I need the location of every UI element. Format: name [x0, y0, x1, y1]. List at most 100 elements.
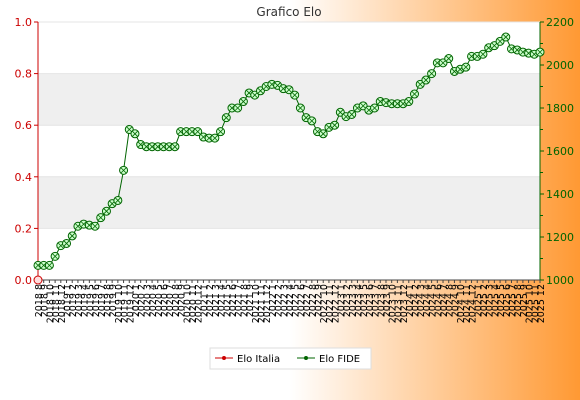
- x-tick-label: 2020 4: [148, 284, 159, 317]
- elo-fide-point-cross: [303, 114, 309, 121]
- elo-fide-point-cross: [348, 111, 355, 118]
- x-tick-label: 2019 8: [102, 284, 113, 317]
- elo-fide-point-cross: [194, 128, 201, 135]
- x-tick-label: 2021 8: [239, 284, 250, 317]
- left-tick-label: 0.0: [15, 274, 33, 287]
- elo-fide-point-cross: [508, 46, 515, 52]
- x-tick-label: 2021 1: [199, 284, 210, 317]
- x-tick-label: 2021 9: [245, 284, 256, 317]
- legend-italia-label: Elo Italia: [237, 354, 280, 365]
- right-axis-ticks: 1000 1200 1400 1600 1800 2000 2200: [540, 16, 574, 287]
- elo-fide-point-cross: [240, 98, 247, 105]
- x-tick-label: 2024 1: [405, 284, 416, 317]
- left-tick-label: 1.0: [15, 16, 33, 29]
- elo-fide-point-cross: [502, 34, 509, 40]
- x-tick-label: 2019 2: [68, 284, 79, 317]
- x-tick-label: 2025 10: [525, 284, 536, 323]
- left-tick-label: 0.2: [15, 222, 33, 235]
- elo-fide-point-cross: [360, 103, 366, 109]
- elo-fide-point-cross: [280, 85, 287, 92]
- legend-fide-label: Elo FIDE: [319, 354, 360, 365]
- x-tick-label: 2023 9: [382, 284, 393, 317]
- x-tick-label: 2025 8: [513, 284, 524, 317]
- elo-fide-point-cross: [92, 223, 98, 230]
- x-tick-label: 2020 10: [182, 284, 193, 323]
- elo-fide-point-cross: [172, 143, 178, 150]
- x-tick-label: 2025 9: [519, 284, 530, 317]
- elo-fide-point-cross: [371, 105, 378, 111]
- x-tick-label: 2020 5: [154, 284, 165, 317]
- x-tick-label: 2024 4: [422, 284, 433, 317]
- x-tick-label: 2020 8: [171, 284, 182, 317]
- elo-fide-point-cross: [269, 81, 275, 88]
- chart-title: Grafico Elo: [256, 5, 321, 19]
- x-tick-label: 2019 1: [63, 284, 74, 317]
- x-tick-label: 2020 9: [177, 284, 188, 317]
- x-tick-label: 2025 2: [479, 284, 490, 317]
- x-tick-label: 2018 8: [34, 284, 45, 317]
- series-elo-italia: [33, 275, 43, 285]
- elo-fide-point-cross: [137, 141, 144, 148]
- x-tick-label: 2021 4: [217, 284, 228, 317]
- x-tick-label: 2020 11: [188, 284, 199, 323]
- x-tick-label: 2021 7: [234, 284, 245, 317]
- x-tick-label: 2024 9: [450, 284, 461, 317]
- elo-fide-point-cross: [223, 114, 230, 121]
- elo-fide-point-cross: [383, 99, 389, 106]
- right-tick-label: 1200: [546, 231, 574, 244]
- x-tick-label: 2021 10: [251, 284, 262, 323]
- x-tick-label: 2025 12: [536, 284, 547, 323]
- elo-fide-point-cross: [314, 128, 321, 135]
- x-tick-label: 2021 2: [205, 284, 216, 317]
- x-tick-label: 2023 10: [388, 284, 399, 323]
- x-tick-label: 2022 10: [319, 284, 330, 323]
- elo-fide-point-cross: [286, 86, 292, 93]
- x-tick-label: 2023 11: [393, 284, 404, 323]
- x-tick-label: 2023 12: [399, 284, 410, 323]
- x-tick-label: 2020 7: [165, 284, 176, 317]
- x-tick-label: 2020 2: [137, 284, 148, 317]
- x-tick-label: 2024 5: [428, 284, 439, 317]
- x-tick-label: 2025 4: [490, 284, 501, 317]
- elo-fide-point-cross: [291, 92, 298, 98]
- x-tick-label: 2024 2: [411, 284, 422, 317]
- x-tick-label: 2022 8: [308, 284, 319, 317]
- elo-fide-point-cross: [440, 60, 446, 66]
- elo-italia-point: [33, 275, 43, 285]
- right-tick-label: 2000: [546, 59, 574, 72]
- x-tick-label: 2024 8: [445, 284, 456, 317]
- x-tick-label: 2022 6: [296, 284, 307, 317]
- elo-fide-point-cross: [120, 167, 127, 174]
- elo-fide-point-cross: [63, 240, 70, 247]
- x-tick-label: 2019 3: [74, 284, 85, 317]
- elo-fide-point-cross: [309, 118, 315, 124]
- x-tick-label: 2025 11: [530, 284, 541, 323]
- legend: Elo Italia Elo FIDE: [209, 347, 372, 370]
- elo-fide-point-cross: [257, 88, 264, 94]
- x-tick-label: 2022 12: [331, 284, 342, 323]
- x-tick-label: 2024 6: [433, 284, 444, 317]
- elo-fide-point-cross: [86, 222, 93, 228]
- x-tick-label: 2021 12: [262, 284, 273, 323]
- x-tick-label: 2019 7: [97, 284, 108, 317]
- x-tick-label: 2022 11: [325, 284, 336, 323]
- x-tick-label: 2024 7: [439, 284, 450, 317]
- elo-fide-point-cross: [217, 128, 224, 135]
- plot-area: [38, 22, 540, 280]
- x-tick-label: 2020 6: [160, 284, 171, 317]
- x-tick-label: 2022 7: [302, 284, 313, 317]
- x-tick-label: 2020 12: [194, 284, 205, 323]
- elo-fide-point-cross: [514, 47, 520, 53]
- elo-fide-point-cross: [246, 90, 252, 96]
- elo-fide-point-cross: [423, 77, 429, 83]
- elo-fide-point-cross: [234, 105, 241, 111]
- x-tick-label: 2021 5: [222, 284, 233, 317]
- left-tick-label: 0.4: [15, 171, 33, 184]
- x-tick-label: 2022 5: [291, 284, 302, 317]
- elo-fide-point-cross: [320, 131, 327, 137]
- elo-fide-point-cross: [331, 122, 338, 128]
- x-tick-label: 2022 3: [279, 284, 290, 317]
